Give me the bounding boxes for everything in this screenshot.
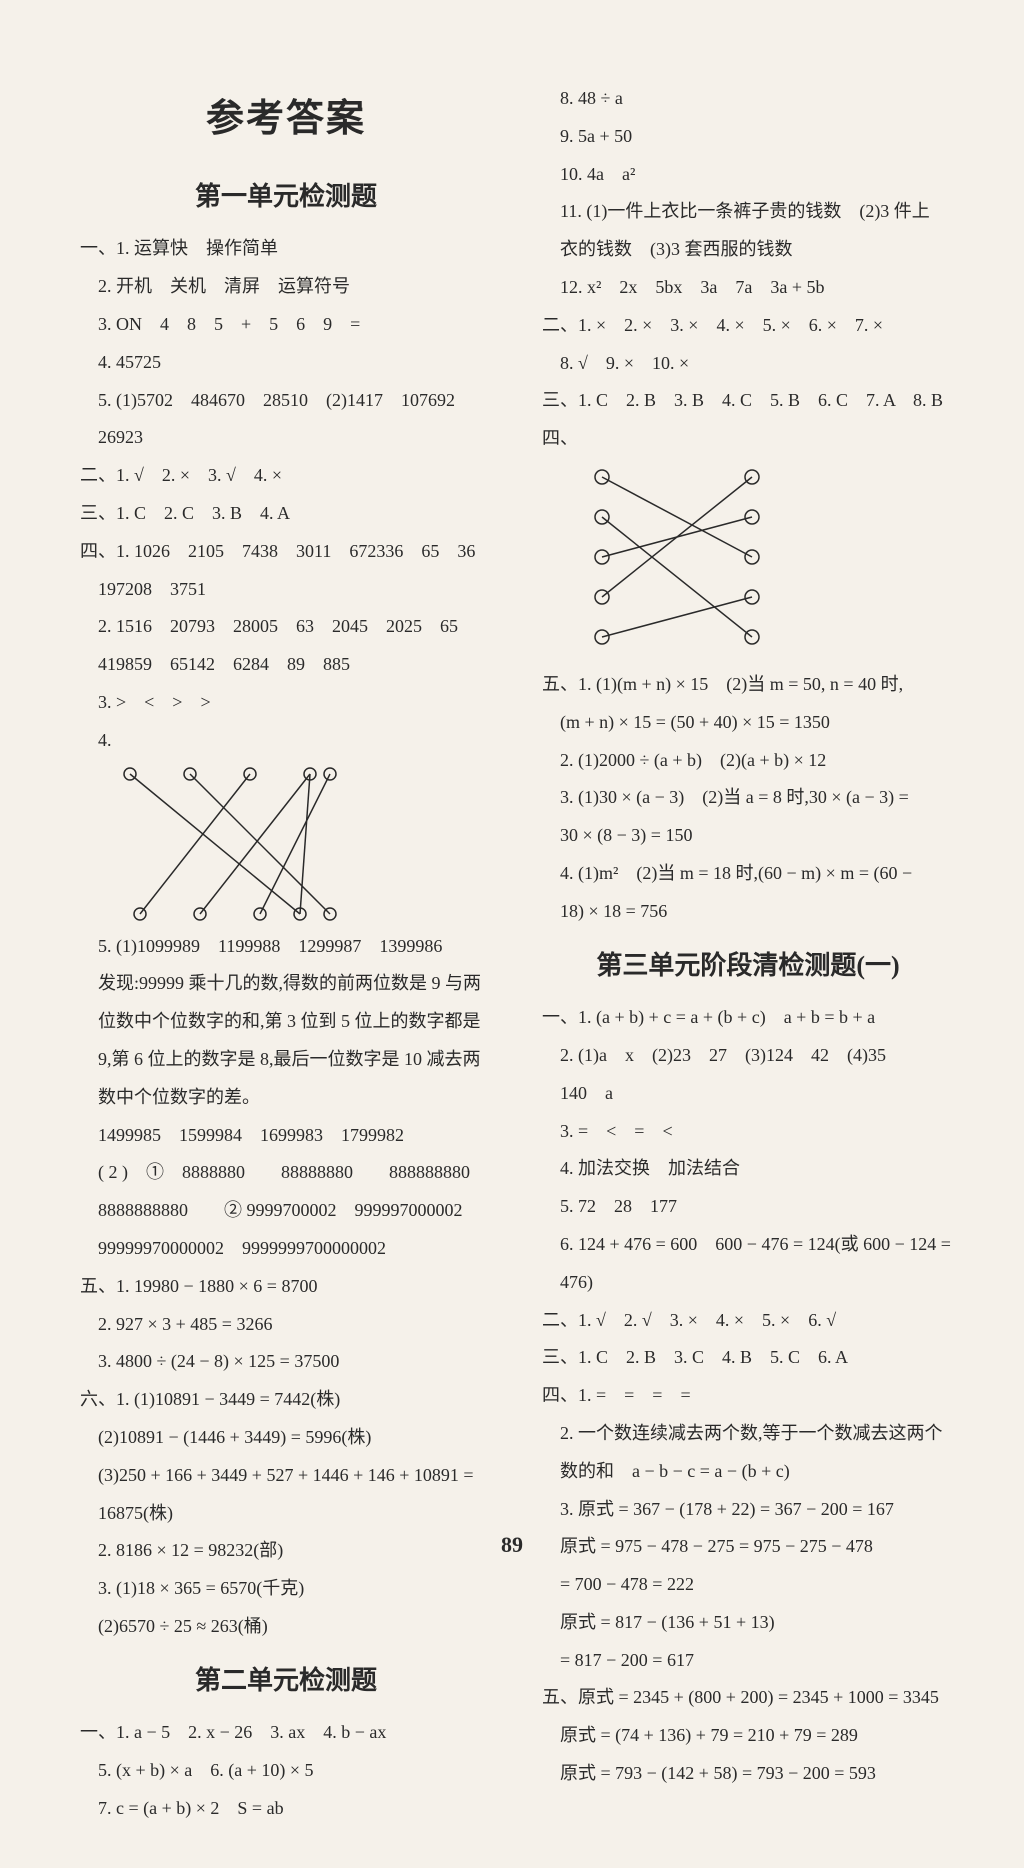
right-column: 8. 48 ÷ a 9. 5a + 50 10. 4a a² 11. (1)一件… (542, 80, 954, 1828)
u1-s4-l12: 1499985 1599984 1699983 1799982 (98, 1117, 492, 1155)
u2-s1-l9: 12. x² 2x 5bx 3a 7a 3a + 5b (560, 269, 954, 307)
u3-s4-l5: 原式 = 975 − 478 − 275 = 975 − 275 − 478 (560, 1528, 954, 1566)
u1-s4-l10: 9,第 6 位上的数字是 8,最后一位数字是 10 减去两 (98, 1041, 492, 1079)
u1-s4-l2: 197208 3751 (98, 571, 492, 609)
u2-s1-l7: 11. (1)一件上衣比一条裤子贵的钱数 (2)3 件上 (560, 193, 954, 231)
u2-s5-l6: 4. (1)m² (2)当 m = 18 时,(60 − m) × m = (6… (560, 855, 954, 893)
u1-s5-l3: 3. 4800 ÷ (24 − 8) × 125 = 37500 (98, 1343, 492, 1381)
u1-s4-l9: 位数中个位数字的和,第 3 位到 5 位上的数字都是 (98, 1003, 492, 1041)
u2-s1-l2: 5. (x + b) × a 6. (a + 10) × 5 (98, 1752, 492, 1790)
u1-s4-l11: 数中个位数字的差。 (98, 1079, 492, 1117)
u3-s1-l5: 4. 加法交换 加法结合 (560, 1150, 954, 1188)
u3-s3: 三、1. C 2. B 3. C 4. B 5. C 6. A (542, 1339, 954, 1377)
u2-s1-l1: 一、1. a − 5 2. x − 26 3. ax 4. b − ax (80, 1714, 492, 1752)
u3-s1-l2: 2. (1)a x (2)23 27 (3)124 42 (4)35 (560, 1037, 954, 1075)
u1-s4-l5: 3. > < > > (98, 684, 492, 722)
unit2-heading: 第二单元检测题 (80, 1654, 492, 1709)
u2-s2-l1: 二、1. × 2. × 3. × 4. × 5. × 6. × 7. × (542, 307, 954, 345)
u3-s5-l3: 原式 = 793 − (142 + 58) = 793 − 200 = 593 (560, 1755, 954, 1793)
u3-s4-l4: 3. 原式 = 367 − (178 + 22) = 367 − 200 = 1… (560, 1491, 954, 1529)
u2-s5-l5: 30 × (8 − 3) = 150 (560, 817, 954, 855)
u3-s4-l2: 2. 一个数连续减去两个数,等于一个数减去这两个 (560, 1415, 954, 1453)
u2-s1-l8: 衣的钱数 (3)3 套西服的钱数 (560, 231, 954, 269)
u3-s4-l1: 四、1. = = = = (542, 1377, 954, 1415)
u2-s5-l1: 五、1. (1)(m + n) × 15 (2)当 m = 50, n = 40… (542, 666, 954, 704)
main-title: 参考答案 (80, 80, 492, 160)
u1-s4-l15: 99999970000002 9999999700000002 (98, 1230, 492, 1268)
u3-s5-l2: 原式 = (74 + 136) + 79 = 210 + 79 = 289 (560, 1717, 954, 1755)
u1-s6-l5: 2. 8186 × 12 = 98232(部) (98, 1532, 492, 1570)
unit1-heading: 第一单元检测题 (80, 170, 492, 225)
u3-s1-l7: 6. 124 + 476 = 600 600 − 476 = 124(或 600… (560, 1226, 954, 1264)
u1-s4-l7: 5. (1)1099989 1199988 1299987 1399986 (98, 928, 492, 966)
u3-s1-l4: 3. = < = < (560, 1113, 954, 1151)
u1-s4-l14: 8888888880 ② 9999700002 999997000002 (98, 1192, 492, 1230)
u3-s4-l8: = 817 − 200 = 617 (560, 1642, 954, 1680)
u3-s5-l1: 五、原式 = 2345 + (800 + 200) = 2345 + 1000 … (542, 1679, 954, 1717)
u1-s4-l1: 四、1. 1026 2105 7438 3011 672336 65 36 (80, 533, 492, 571)
u1-s1-l1: 一、1. 运算快 操作简单 (80, 230, 492, 268)
u1-s5-l2: 2. 927 × 3 + 485 = 3266 (98, 1306, 492, 1344)
u2-s5-l7: 18) × 18 = 756 (560, 893, 954, 931)
u2-s1-l6: 10. 4a a² (560, 156, 954, 194)
page-content: 参考答案 第一单元检测题 一、1. 运算快 操作简单 2. 开机 关机 清屏 运… (0, 0, 1024, 1868)
u1-s4-l8: 发现:99999 乘十几的数,得数的前两位数是 9 与两 (98, 965, 492, 1003)
left-column: 参考答案 第一单元检测题 一、1. 运算快 操作简单 2. 开机 关机 清屏 运… (80, 80, 492, 1828)
u1-s4-l4: 419859 65142 6284 89 885 (98, 646, 492, 684)
u2-s5-l2: (m + n) × 15 = (50 + 40) × 15 = 1350 (560, 704, 954, 742)
u2-s2-l2: 8. √ 9. × 10. × (560, 345, 954, 383)
u2-s5-l3: 2. (1)2000 ÷ (a + b) (2)(a + b) × 12 (560, 742, 954, 780)
u1-s5-l1: 五、1. 19980 − 1880 × 6 = 8700 (80, 1268, 492, 1306)
u3-s4-l6: = 700 − 478 = 222 (560, 1566, 954, 1604)
u3-s4-l3: 数的和 a − b − c = a − (b + c) (560, 1453, 954, 1491)
unit3-heading: 第三单元阶段清检测题(一) (542, 939, 954, 994)
u1-s1-l4: 4. 45725 (98, 344, 492, 382)
u1-s6-l1: 六、1. (1)10891 − 3449 = 7442(株) (80, 1381, 492, 1419)
page-number: 89 (501, 1532, 523, 1558)
u3-s4-l7: 原式 = 817 − (136 + 51 + 13) (560, 1604, 954, 1642)
u2-s1-l5: 9. 5a + 50 (560, 118, 954, 156)
u1-s1-l5: 5. (1)5702 484670 28510 (2)1417 107692 (98, 382, 492, 420)
u2-s3: 三、1. C 2. B 3. B 4. C 5. B 6. C 7. A 8. … (542, 382, 954, 420)
u3-s1-l1: 一、1. (a + b) + c = a + (b + c) a + b = b… (542, 999, 954, 1037)
u3-s1-l6: 5. 72 28 177 (560, 1188, 954, 1226)
u1-s6-l7: (2)6570 ÷ 25 ≈ 263(桶) (98, 1608, 492, 1646)
u1-s6-l6: 3. (1)18 × 365 = 6570(千克) (98, 1570, 492, 1608)
matching-diagram-1 (120, 764, 340, 924)
u1-s1-l6: 26923 (98, 419, 492, 457)
u1-s3: 三、1. C 2. C 3. B 4. A (80, 495, 492, 533)
u3-s2: 二、1. √ 2. √ 3. × 4. × 5. × 6. √ (542, 1302, 954, 1340)
u2-s1-l3: 7. c = (a + b) × 2 S = ab (98, 1790, 492, 1828)
u2-s4: 四、 (542, 420, 954, 458)
u1-s6-l2: (2)10891 − (1446 + 3449) = 5996(株) (98, 1419, 492, 1457)
u1-s1-l3: 3. ON 4 8 5 + 5 6 9 = (98, 306, 492, 344)
u3-s1-l8: 476) (560, 1264, 954, 1302)
u1-s2: 二、1. √ 2. × 3. √ 4. × (80, 457, 492, 495)
u2-s5-l4: 3. (1)30 × (a − 3) (2)当 a = 8 时,30 × (a … (560, 779, 954, 817)
u1-s4-l13: ( 2 ) ① 8888880 88888880 888888880 (98, 1154, 492, 1192)
matching-diagram-2 (582, 462, 782, 662)
u1-s6-l3: (3)250 + 166 + 3449 + 527 + 1446 + 146 +… (98, 1457, 492, 1495)
u1-s4-l3: 2. 1516 20793 28005 63 2045 2025 65 (98, 608, 492, 646)
u1-s4-l6: 4. (98, 722, 492, 760)
u2-s1-l4: 8. 48 ÷ a (560, 80, 954, 118)
u3-s1-l3: 140 a (560, 1075, 954, 1113)
u1-s1-l2: 2. 开机 关机 清屏 运算符号 (98, 268, 492, 306)
u1-s6-l4: 16875(株) (98, 1495, 492, 1533)
